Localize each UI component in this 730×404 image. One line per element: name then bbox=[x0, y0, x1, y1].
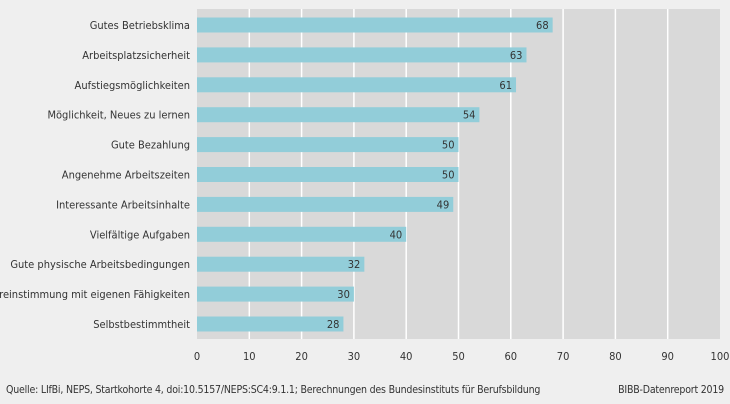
data-label: 32 bbox=[348, 258, 361, 271]
bar bbox=[197, 167, 459, 182]
x-tick-label: 70 bbox=[557, 350, 570, 363]
category-label: Gute physische Arbeitsbedingungen bbox=[10, 258, 190, 271]
x-tick-label: 90 bbox=[661, 350, 674, 363]
credit-note: BIBB-Datenreport 2019 bbox=[618, 384, 724, 396]
bar bbox=[197, 316, 344, 332]
category-label: Selbstbestimmtheit bbox=[93, 318, 190, 331]
data-label: 50 bbox=[442, 139, 455, 152]
bar bbox=[197, 256, 365, 272]
category-label: Gutes Betriebsklima bbox=[90, 19, 190, 32]
x-tick-label: 60 bbox=[505, 350, 518, 363]
bar bbox=[197, 17, 553, 33]
bar bbox=[197, 47, 527, 63]
category-label: Interessante Arbeitsinhalte bbox=[56, 198, 190, 211]
category-label: Angenehme Arbeitszeiten bbox=[62, 169, 190, 182]
bar bbox=[197, 226, 407, 242]
data-label: 63 bbox=[510, 49, 523, 62]
x-tick-label: 0 bbox=[194, 350, 200, 363]
category-label: Arbeitsplatzsicherheit bbox=[82, 49, 190, 62]
data-label: 50 bbox=[442, 169, 455, 182]
category-label: Gute Bezahlung bbox=[111, 139, 190, 152]
x-tick-label: 50 bbox=[452, 350, 465, 363]
category-label: Übereinstimmung mit eigenen Fähigkeiten bbox=[0, 288, 190, 301]
bar bbox=[197, 196, 454, 212]
x-tick-label: 20 bbox=[295, 350, 308, 363]
bar bbox=[197, 137, 459, 153]
data-label: 40 bbox=[390, 228, 403, 241]
x-tick-label: 80 bbox=[609, 350, 622, 363]
x-tick-label: 10 bbox=[243, 350, 256, 363]
category-label: Aufstiegsmöglichkeiten bbox=[75, 79, 190, 92]
data-label: 54 bbox=[463, 109, 476, 122]
data-label: 30 bbox=[337, 288, 350, 301]
x-tick-label: 100 bbox=[711, 350, 730, 363]
bar-chart: 0 10 20 30 40 50 60 70 80 90 100 Gutes Betriebsklim… bbox=[0, 9, 730, 363]
data-label: 49 bbox=[437, 198, 450, 211]
data-label: 61 bbox=[499, 79, 512, 92]
source-note: Quelle: LIfBi, NEPS, Startkohorte 4, doi… bbox=[6, 384, 541, 396]
x-tick-label: 40 bbox=[400, 350, 413, 363]
category-label: Vielfältige Aufgaben bbox=[90, 228, 190, 241]
data-label: 28 bbox=[327, 318, 340, 331]
bar bbox=[197, 286, 354, 302]
category-label: Möglichkeit, Neues zu lernen bbox=[47, 109, 190, 122]
bar bbox=[197, 77, 517, 93]
data-label: 68 bbox=[536, 19, 549, 32]
x-tick-label: 30 bbox=[348, 350, 361, 363]
bar bbox=[197, 107, 480, 123]
